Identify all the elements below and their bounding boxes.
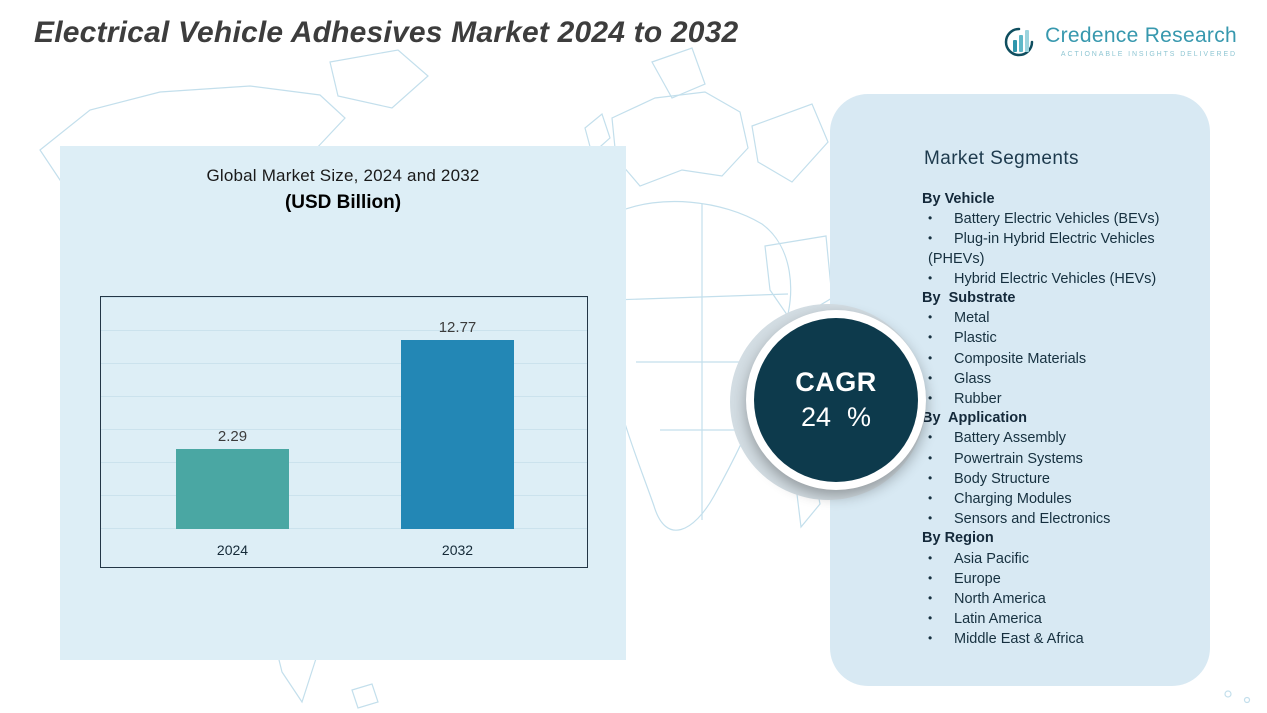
page-title: Electrical Vehicle Adhesives Market 2024… bbox=[34, 16, 739, 49]
segment-item: • Europe bbox=[928, 570, 1001, 587]
segment-item: • Asia Pacific bbox=[928, 550, 1029, 567]
bullet-icon: • bbox=[928, 450, 933, 465]
x-tick-2024: 2024 bbox=[216, 542, 249, 558]
segment-group-heading: By Vehicle bbox=[922, 191, 995, 207]
bullet-icon: • bbox=[928, 470, 933, 485]
segment-item: • Sensors and Electronics bbox=[928, 511, 1111, 528]
segment-item: • Composite Materials bbox=[928, 350, 1087, 367]
bullet-icon: • bbox=[928, 370, 933, 385]
cagr-badge: CAGR 24 % bbox=[730, 304, 938, 502]
x-tick-2032: 2032 bbox=[441, 542, 474, 558]
segments-heading: Market Segments bbox=[924, 148, 1079, 169]
bullet-icon: • bbox=[928, 570, 933, 585]
bullet-icon: • bbox=[928, 550, 933, 565]
bullet-icon: • bbox=[928, 631, 933, 646]
brand-tagline: Actionable Insights Delivered bbox=[1060, 51, 1237, 58]
bullet-icon: • bbox=[928, 391, 933, 406]
segment-item: • Hybrid Electric Vehicles (HEVs) bbox=[928, 270, 1157, 287]
segments-list: By Vehicle • Battery Electric Vehicles (BE… bbox=[922, 190, 1188, 650]
segment-item: • Plug-in Hybrid Electric Vehicles (PHEVs… bbox=[928, 231, 1155, 267]
cagr-value: 24 bbox=[800, 402, 832, 432]
bar-2024 bbox=[176, 449, 289, 529]
segment-item: • North America bbox=[928, 591, 1046, 608]
plot-area: 2.29 12.77 bbox=[101, 297, 587, 529]
bar-value-2032: 12.77 bbox=[438, 319, 477, 336]
segment-item: • Battery Assembly bbox=[928, 430, 1067, 447]
bullet-icon: • bbox=[928, 591, 933, 606]
bullet-icon: • bbox=[928, 611, 933, 626]
segment-item: • Charging Modules bbox=[928, 491, 1072, 508]
brand-logo: Credence Research Actionable Insights De… bbox=[1002, 24, 1237, 60]
segment-group-heading: By Application bbox=[922, 410, 1027, 427]
bullet-icon: • bbox=[928, 491, 933, 506]
segment-group-heading: By Region bbox=[922, 530, 994, 547]
chart-panel: Global Market Size, 2024 and 2032 (USD B… bbox=[60, 146, 626, 660]
segment-item: • Powertrain Systems bbox=[928, 450, 1083, 467]
bullet-icon: • bbox=[928, 350, 933, 365]
chart-subtitle: (USD Billion) bbox=[284, 192, 402, 213]
segment-item: • Middle East & Africa bbox=[928, 631, 1084, 648]
cagr-unit: % bbox=[847, 402, 872, 432]
segment-item: • Rubber bbox=[928, 391, 1002, 408]
segment-item: • Metal bbox=[928, 310, 990, 327]
bullet-icon: • bbox=[928, 211, 933, 226]
segment-item: • Battery Electric Vehicles (BEVs) bbox=[928, 211, 1160, 228]
bar-column-2032: 12.77 bbox=[401, 319, 514, 529]
bullet-icon: • bbox=[928, 330, 933, 345]
chart-title: Global Market Size, 2024 and 2032 bbox=[206, 166, 480, 185]
bar-column-2024: 2.29 bbox=[176, 428, 289, 529]
bar-chart-logo-icon bbox=[1004, 27, 1034, 57]
bullet-icon: • bbox=[928, 511, 933, 526]
cagr-circle: CAGR 24 % bbox=[754, 318, 918, 482]
brand-name: Credence Research bbox=[1045, 24, 1237, 47]
bar-value-2024: 2.29 bbox=[217, 428, 248, 445]
bullet-icon: • bbox=[928, 310, 933, 325]
segment-group-heading: By Substrate bbox=[922, 290, 1016, 307]
segment-item: • Latin America bbox=[928, 611, 1042, 628]
bullet-icon: • bbox=[928, 231, 933, 246]
segment-item: • Glass bbox=[928, 370, 992, 387]
segment-item: • Body Structure bbox=[928, 470, 1050, 487]
cagr-label: CAGR bbox=[795, 367, 877, 397]
bullet-icon: • bbox=[928, 430, 933, 445]
bullet-icon: • bbox=[928, 270, 933, 285]
bar-chart: 2.29 12.77 2024 2032 bbox=[100, 296, 588, 568]
bar-2032 bbox=[401, 340, 514, 529]
segment-item: • Plastic bbox=[928, 330, 997, 347]
